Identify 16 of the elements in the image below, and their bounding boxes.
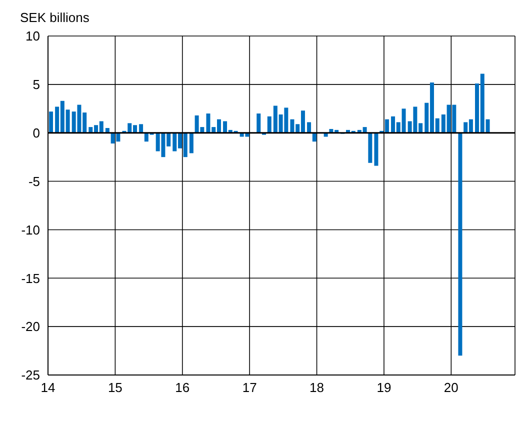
x-tick-label: 14 xyxy=(40,380,56,396)
x-tick-label: 19 xyxy=(376,380,392,396)
y-tick-label: -25 xyxy=(21,368,40,383)
x-tick-label: 18 xyxy=(310,380,324,396)
y-tick-label: -5 xyxy=(28,174,40,189)
x-tick-label: 17 xyxy=(242,380,257,396)
y-tick-label: -10 xyxy=(21,222,40,238)
y-tick-label: 0 xyxy=(32,125,40,140)
y-axis-title: SEK billions xyxy=(20,10,90,25)
y-tick-label: 10 xyxy=(26,28,40,44)
y-tick-label: -20 xyxy=(21,319,40,334)
y-tick-label: 5 xyxy=(32,77,40,92)
x-tick-label: 20 xyxy=(444,380,458,396)
x-tick-label: 15 xyxy=(108,380,122,396)
y-tick-label: -15 xyxy=(21,270,40,286)
x-tick-label: 16 xyxy=(175,380,190,396)
